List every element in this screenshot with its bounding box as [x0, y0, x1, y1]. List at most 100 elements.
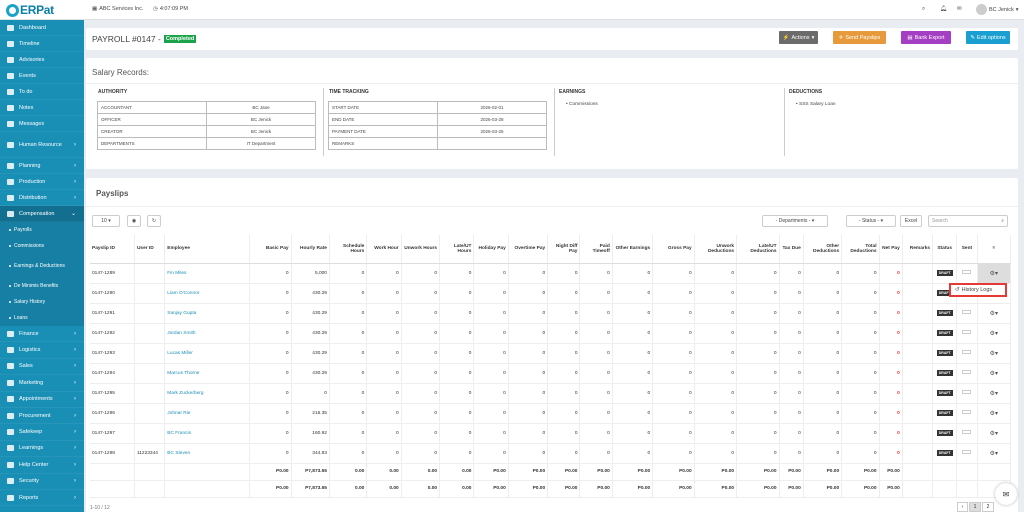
mail-icon[interactable]: ✉: [957, 6, 962, 12]
sidebar-item-sales[interactable]: Sales ›: [0, 359, 84, 376]
sidebar-item-compensation[interactable]: Compensation ⌄: [0, 206, 84, 222]
sidebar-item-marketing[interactable]: Marketing ›: [0, 375, 84, 392]
sidebar-item-distribution[interactable]: Distribution ›: [0, 190, 84, 206]
row-actions[interactable]: ⚙▾: [977, 423, 1012, 444]
remarks-cell: [902, 303, 934, 324]
table-cell: 0: [694, 323, 738, 344]
sidebar-item-safekeep[interactable]: Safekeep ›: [0, 424, 84, 441]
excel-button[interactable]: Excel: [900, 215, 922, 227]
gear-icon[interactable]: ⚙▾: [989, 410, 998, 417]
row-actions[interactable]: ⚙▾: [977, 403, 1012, 424]
sidebar-item-dashboard[interactable]: Dashboard: [0, 20, 84, 36]
sidebar-item-security[interactable]: Security ›: [0, 474, 84, 490]
sidebar-item-planning[interactable]: Planning ›: [0, 158, 84, 174]
gear-icon[interactable]: ⚙▾: [989, 370, 998, 377]
gear-icon[interactable]: ⚙▾: [989, 330, 998, 337]
sidebar-item-to-do[interactable]: To do: [0, 84, 84, 100]
eye-icon[interactable]: ◉: [127, 215, 141, 227]
sidebar-item-learnings[interactable]: Learnings ›: [0, 441, 84, 458]
sidebar-subitem-de-minimis-benefits[interactable]: De Minimis Benefits: [0, 278, 84, 294]
page-1-button[interactable]: 1: [969, 502, 981, 512]
sidebar-item-finance[interactable]: Finance ›: [0, 326, 84, 343]
total-cell: P0.00: [736, 463, 780, 481]
sidebar-subitem-commissions[interactable]: Commissions: [0, 238, 84, 254]
send-payslips-button[interactable]: ✈ Send Payslips: [833, 31, 886, 44]
sidebar-item-reports[interactable]: Reports ›: [0, 490, 84, 507]
sidebar-item-advisories[interactable]: Advisories: [0, 52, 84, 68]
sidebar-item-label: Marketing: [19, 379, 44, 386]
row-actions[interactable]: ⚙▾: [977, 343, 1012, 364]
table-cell: 0: [401, 303, 441, 324]
gear-icon[interactable]: ⚙▾: [989, 310, 998, 317]
employee-link[interactable]: Sanjay Gupta: [164, 303, 251, 324]
employee-link[interactable]: Liam O'Connor: [164, 283, 251, 304]
column-header-net-pay: Net Pay: [879, 235, 903, 264]
total-cell: 0.00: [329, 480, 368, 498]
sidebar-item-logistics[interactable]: Logistics ›: [0, 342, 84, 359]
kv-row: ACCOUNTANT BC Jane: [97, 101, 316, 114]
actions-button[interactable]: ⚡ Actions ▾: [779, 31, 818, 44]
row-actions[interactable]: ⚙▾: [977, 303, 1012, 324]
sidebar-item-label: Distribution: [19, 194, 47, 201]
kv-value: BC Jane: [206, 101, 316, 114]
total-cell: P0.00: [508, 480, 549, 498]
sidebar-subitem-loans[interactable]: Loans: [0, 310, 84, 326]
edit-options-button[interactable]: ✎ Edit options: [966, 31, 1010, 44]
table-cell: 0: [779, 403, 804, 424]
page-2-button[interactable]: 2: [982, 502, 994, 512]
gear-icon[interactable]: ⚙▾: [989, 350, 998, 357]
sidebar-item-notes[interactable]: Notes: [0, 100, 84, 116]
total-cell: 0.00: [401, 463, 441, 481]
row-actions[interactable]: ⚙▾: [977, 443, 1012, 464]
sidebar-item-timeline[interactable]: Timeline: [0, 36, 84, 52]
gear-icon[interactable]: ⚙▾: [989, 390, 998, 397]
sidebar-subitem-salary-history[interactable]: Salary History: [0, 294, 84, 310]
status-select[interactable]: - Status - ▾: [846, 215, 896, 227]
human-resource-icon: [7, 141, 14, 148]
employee-link[interactable]: BC Francis: [164, 423, 251, 444]
sidebar-subitem-earnings-deductions[interactable]: Earnings & Deductions: [0, 254, 84, 278]
table-cell: 0: [249, 403, 292, 424]
company-selector[interactable]: ▦ ABC Services Inc.: [92, 6, 144, 12]
bell-icon[interactable]: 🔔︎: [940, 6, 947, 12]
sidebar-item-appointments[interactable]: Appointments ›: [0, 392, 84, 408]
employee-link[interactable]: Fin Miles: [164, 263, 251, 284]
employee-link[interactable]: Marcus Thorne: [164, 363, 251, 384]
search-input[interactable]: Search ⌕: [928, 215, 1008, 227]
page-size-select[interactable]: 10 ▾: [92, 215, 120, 227]
employee-link[interactable]: Johnar Rie: [164, 403, 251, 424]
table-cell: 0: [329, 363, 368, 384]
sidebar-item-human-resource[interactable]: Human Resource ›: [0, 132, 84, 158]
prev-page-button[interactable]: ‹: [957, 502, 968, 512]
employee-link[interactable]: BC Steven: [164, 443, 251, 464]
row-actions[interactable]: ⚙▾: [977, 323, 1012, 344]
search-icon[interactable]: ⌕: [922, 6, 926, 12]
employee-link[interactable]: Lucas Miller: [164, 343, 251, 364]
sidebar-item-production[interactable]: Production ›: [0, 174, 84, 190]
gear-icon[interactable]: ⚙▾: [989, 430, 998, 437]
sidebar-item-messages[interactable]: Messages: [0, 116, 84, 132]
chevron-icon: ›: [74, 379, 76, 386]
sidebar-item-procurement[interactable]: Procurement ›: [0, 408, 84, 425]
sidebar-subitem-payrolls[interactable]: Payrolls: [0, 222, 84, 238]
gear-icon[interactable]: ⚙▾: [989, 450, 998, 457]
logo[interactable]: ERPat: [6, 3, 54, 17]
sidebar-item-events[interactable]: Events: [0, 68, 84, 84]
row-actions[interactable]: ⚙▾: [977, 263, 1012, 284]
sidebar-item-label: Reports: [19, 494, 39, 501]
row-actions[interactable]: ⚙▾: [977, 363, 1012, 384]
table-cell: 0: [779, 263, 804, 284]
sidebar-item-help-center[interactable]: Help Center ›: [0, 457, 84, 474]
refresh-icon[interactable]: ↻: [147, 215, 161, 227]
chat-icon[interactable]: ✉: [995, 483, 1017, 505]
table-cell: 0: [612, 443, 654, 464]
gear-icon[interactable]: ⚙▾: [989, 270, 998, 277]
employee-link[interactable]: Jordan Smith: [164, 323, 251, 344]
departments-select[interactable]: - Departments - ▾: [762, 215, 828, 227]
row-actions[interactable]: ⚙▾: [977, 383, 1012, 404]
user-menu[interactable]: BC Jenick ▾: [976, 4, 1019, 15]
bank-export-button[interactable]: ▤ Bank Export: [901, 31, 951, 44]
history-logs-menu-item[interactable]: ↺ History Logs: [949, 283, 1007, 297]
table-cell: [134, 403, 166, 424]
employee-link[interactable]: Mark Zuckerberg: [164, 383, 251, 404]
